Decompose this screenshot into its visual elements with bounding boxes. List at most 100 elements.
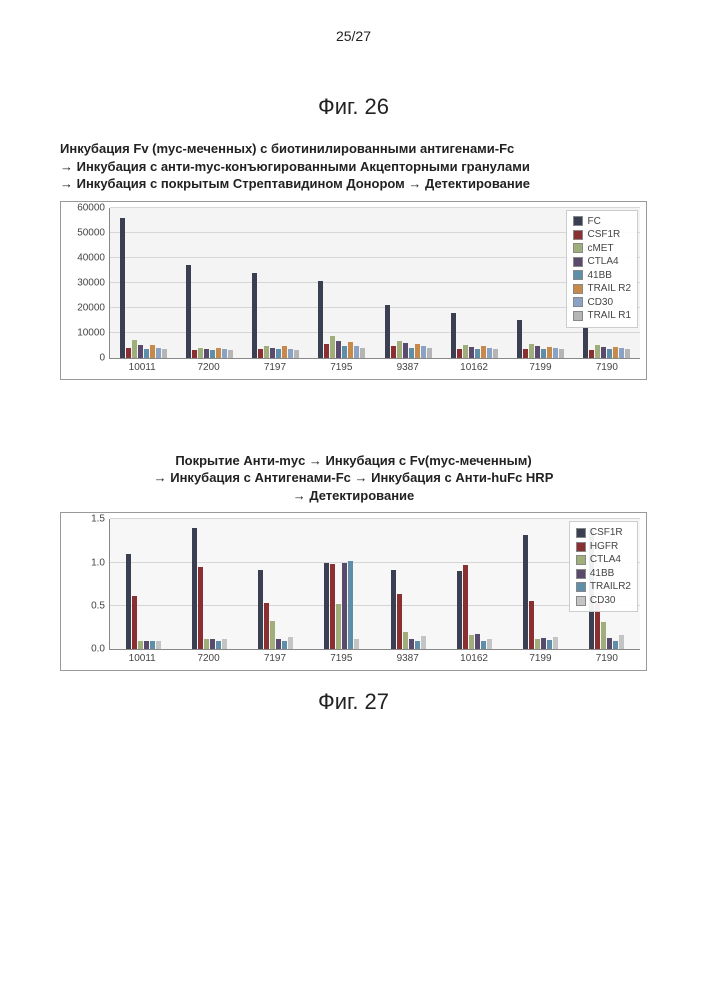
legend-item: CTLA4 [573, 255, 631, 269]
bar [264, 346, 269, 357]
bar [529, 344, 534, 358]
bar [601, 347, 606, 358]
bar [463, 565, 468, 649]
bar [541, 638, 546, 649]
bar [216, 641, 221, 649]
bar [270, 621, 275, 650]
legend-item: TRAILR2 [576, 580, 631, 594]
bar [126, 348, 131, 358]
bar [132, 340, 137, 358]
bar [517, 320, 522, 358]
legend-swatch [576, 555, 586, 565]
figure-26-caption: Инкубация Fv (myc-меченных) с биотинилир… [60, 140, 647, 193]
caption-line: Инкубация Fv (myc-меченных) с биотинилир… [60, 140, 647, 158]
bar [463, 345, 468, 358]
bar [475, 634, 480, 650]
bar [204, 349, 209, 358]
bar [348, 342, 353, 358]
bar [276, 639, 281, 649]
bar-group [110, 218, 176, 358]
legend-label: 41BB [590, 567, 614, 581]
bar [144, 349, 149, 358]
bar [126, 554, 131, 649]
legend-label: HGFR [590, 540, 618, 554]
bar [138, 641, 143, 650]
legend-label: CD30 [587, 296, 613, 310]
caption-line: → Инкубация с Антигенами-Fc → Инкубация … [60, 469, 647, 487]
x-label: 7190 [574, 359, 640, 373]
bar-group [375, 570, 441, 650]
bar [330, 336, 335, 357]
legend-swatch [573, 230, 583, 240]
bar [385, 305, 390, 358]
legend-swatch [573, 297, 583, 307]
x-label: 7199 [507, 359, 573, 373]
bar-group [574, 328, 640, 358]
figure-27-title: Фиг. 27 [60, 689, 647, 715]
bar-group [309, 561, 375, 649]
bar [397, 341, 402, 357]
legend-item: FC [573, 215, 631, 229]
legend: CSF1RHGFRCTLA441BBTRAILR2CD30 [569, 521, 638, 612]
bar [559, 349, 564, 358]
bar [222, 349, 227, 358]
bar [529, 601, 534, 650]
bar [403, 632, 408, 649]
x-label: 7199 [507, 650, 573, 664]
y-tick: 40000 [77, 252, 105, 263]
bar [451, 313, 456, 358]
bar [421, 346, 426, 357]
x-label: 7190 [574, 650, 640, 664]
legend-swatch [573, 284, 583, 294]
bar [210, 639, 215, 649]
y-tick: 50000 [77, 227, 105, 238]
y-tick: 1.5 [91, 514, 105, 525]
bar [348, 561, 353, 649]
bar [409, 348, 414, 358]
bar [294, 350, 299, 358]
legend-label: TRAIL R1 [587, 309, 631, 323]
legend-item: cMET [573, 242, 631, 256]
x-label: 7195 [308, 650, 374, 664]
bar [541, 349, 546, 358]
figure-26-chart: 0100002000030000400005000060000100117200… [60, 201, 647, 380]
bar-group [375, 305, 441, 358]
bar [397, 594, 402, 649]
bar [330, 564, 335, 649]
bar-group [176, 265, 242, 358]
x-label: 10011 [109, 650, 175, 664]
y-tick: 0 [99, 352, 105, 363]
bar [469, 635, 474, 649]
y-tick: 0.5 [91, 600, 105, 611]
legend-label: 41BB [587, 269, 611, 283]
page: 25/27 Фиг. 26 Инкубация Fv (myc-меченных… [0, 0, 707, 1000]
bar [120, 218, 125, 358]
legend-item: CD30 [573, 296, 631, 310]
bar [595, 345, 600, 358]
legend-label: FC [587, 215, 600, 229]
caption-line: Покрытие Анти-myc → Инкубация с Fv(myc-м… [60, 452, 647, 470]
bar-group [243, 570, 309, 650]
bar [276, 349, 281, 358]
caption-line: → Инкубация с покрытым Стрептавидином До… [60, 175, 647, 193]
bar [204, 639, 209, 649]
legend-label: CD30 [590, 594, 616, 608]
bar [535, 639, 540, 649]
bar [162, 349, 167, 358]
legend-label: TRAILR2 [590, 580, 631, 594]
bar [222, 639, 227, 649]
figure-27-chart: 0.00.51.01.51001172007197719593871016271… [60, 512, 647, 671]
bar [288, 637, 293, 649]
bar [391, 346, 396, 357]
x-label: 10162 [441, 650, 507, 664]
legend-label: cMET [587, 242, 613, 256]
x-label: 10162 [441, 359, 507, 373]
x-label: 7195 [308, 359, 374, 373]
y-tick: 60000 [77, 202, 105, 213]
figure-26-title: Фиг. 26 [60, 94, 647, 120]
bar-group [508, 320, 574, 358]
bar [270, 348, 275, 358]
x-label: 7197 [242, 650, 308, 664]
bar [619, 348, 624, 358]
bar [589, 350, 594, 358]
